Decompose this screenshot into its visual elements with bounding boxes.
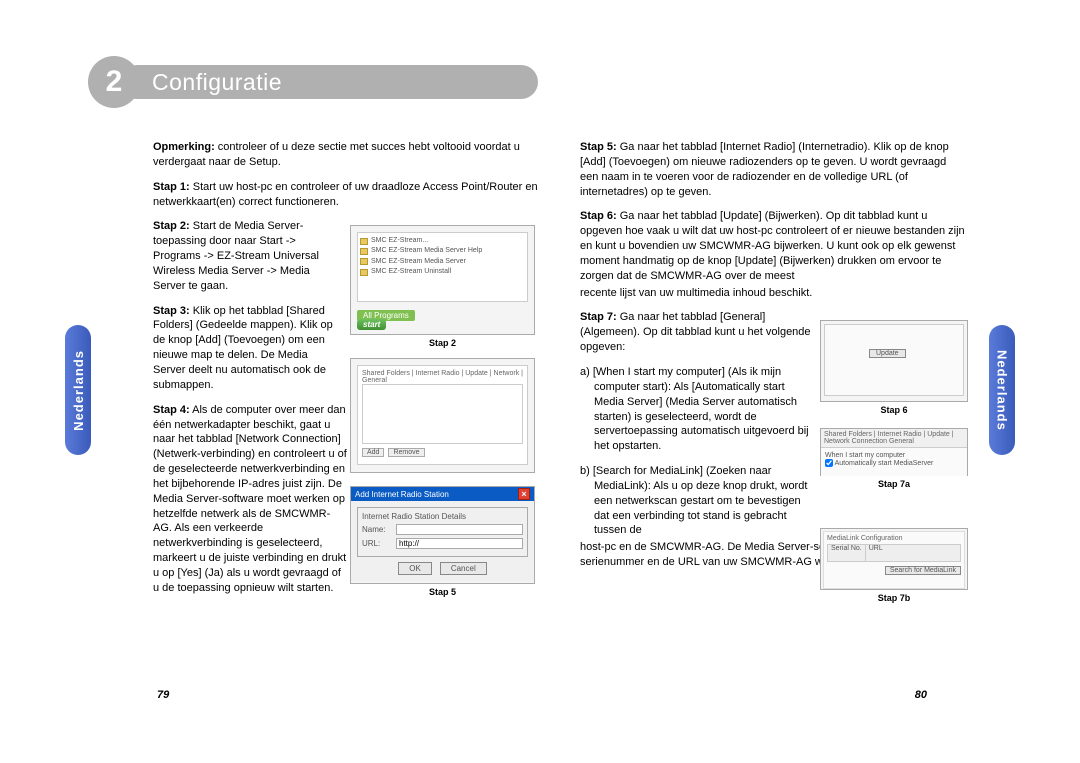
cancel-button: Cancel [440,562,487,575]
screenshot-stap6: Update [820,320,968,402]
caption-stap5: Stap 5 [350,587,535,597]
caption-stap6: Stap 6 [820,405,968,415]
stap7b-text: [Search for MediaLink] (Zoeken naar Medi… [590,465,808,536]
stap2-label: Stap 2: [153,220,190,232]
stap7a-text: [When I start my computer] (Als ik mijn … [590,366,809,452]
stap3-text: Klik op het tabblad [Shared Folders] (Ge… [153,305,333,391]
search-medialink-button: Search for MediaLink [885,566,961,575]
page-number-right: 80 [915,689,927,701]
stap7a-label: a) [580,366,590,378]
close-icon: × [518,488,530,500]
stap6-text-a: Ga naar het tabblad [Update] (Bijwerken)… [580,210,965,281]
tabs-row: Shared Folders | Internet Radio | Update… [821,429,967,448]
screenshot-stap2: SMC EZ-Stream... SMC EZ-Stream Media Ser… [350,225,535,335]
stap3-para: Stap 3: Klik op het tabblad [Shared Fold… [153,304,339,393]
group-label: Internet Radio Station Details [362,512,523,521]
url-label: URL: [362,539,392,548]
stap6-para-b: recente lijst van uw multimedia inhoud b… [580,286,813,301]
stap5-text: Ga naar het tabblad [Internet Radio] (In… [580,141,949,198]
stap1-para: Stap 1: Start uw host-pc en controleer o… [153,180,538,210]
stap1-label: Stap 1: [153,181,190,193]
dialog-title: Add Internet Radio Station [355,490,449,499]
col-url: URL [866,545,960,561]
autostart-label: Automatically start MediaServer [835,460,934,467]
update-button: Update [869,349,906,358]
caption-stap7a: Stap 7a [820,479,968,489]
opmerking-para: Opmerking: controleer of u deze sectie m… [153,140,538,170]
stap4-label: Stap 4: [153,404,190,416]
screenshot-stap7b: MediaLink Configuration Serial No. URL S… [820,528,968,590]
screenshot-stap3: Shared Folders | Internet Radio | Update… [350,358,535,473]
screenshot-stap7a: Shared Folders | Internet Radio | Update… [820,428,968,476]
stap7-label: Stap 7: [580,311,617,323]
page-number-left: 79 [157,689,169,701]
opmerking-label: Opmerking: [153,141,215,153]
stap6-label: Stap 6: [580,210,617,222]
col-serial: Serial No. [828,545,866,561]
language-tab-right: Nederlands [989,325,1015,455]
chapter-number: 2 [88,56,140,108]
screenshot-stap5: Add Internet Radio Station × Internet Ra… [350,486,535,584]
stap7b-label: b) [580,465,590,477]
group7a: When I start my computer [825,452,963,459]
stap7b-para: b) [Search for MediaLink] (Zoeken naar M… [580,464,813,538]
stap7a-para: a) [When I start my computer] (Als ik mi… [580,365,813,454]
chapter-title: Configuratie [120,65,538,99]
stap3-label: Stap 3: [153,305,190,317]
name-label: Name: [362,525,392,534]
stap6-para-a: Stap 6: Ga naar het tabblad [Update] (Bi… [580,209,965,283]
stap2-para: Stap 2: Start de Media Server-toepassing… [153,219,339,293]
autostart-checkbox [825,459,833,467]
stap4-text: Als de computer over meer dan één netwer… [153,404,347,594]
start-button: start [357,319,386,330]
stap1-text: Start uw host-pc en controleer of uw dra… [153,181,538,208]
ok-button: OK [398,562,432,575]
stap5-label: Stap 5: [580,141,617,153]
stap5-para: Stap 5: Ga naar het tabblad [Internet Ra… [580,140,965,199]
url-input [396,538,523,549]
name-input [396,524,523,535]
caption-stap2: Stap 2 [350,338,535,348]
stap4-para: Stap 4: Als de computer over meer dan éé… [153,403,347,596]
caption-stap7b: Stap 7b [820,593,968,603]
stap7-para: Stap 7: Ga naar het tabblad [General] (A… [580,310,813,355]
chapter-header: 2 Configuratie [88,62,538,102]
language-tab-left: Nederlands [65,325,91,455]
group7b: MediaLink Configuration [827,535,961,542]
